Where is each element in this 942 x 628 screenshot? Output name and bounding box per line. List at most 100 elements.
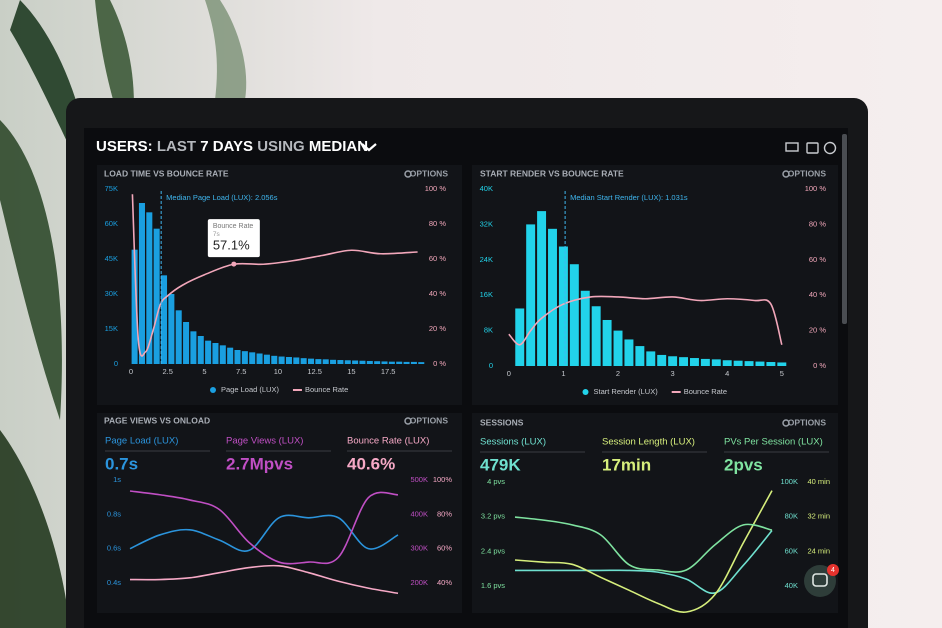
y2-tick-label: 60 %	[809, 255, 826, 264]
y-tick-label: 75K	[105, 184, 118, 193]
y-tick-label: 0.6s	[107, 544, 121, 553]
bar	[322, 359, 329, 364]
bar	[526, 224, 536, 366]
x-tick-label: 2	[616, 369, 620, 378]
series-line	[514, 490, 773, 613]
bar	[190, 331, 197, 364]
bar	[668, 356, 678, 366]
bar	[679, 357, 689, 366]
bar	[219, 345, 226, 364]
y-tick-label: 30K	[105, 289, 118, 298]
y-tick-label: 0.4s	[107, 578, 121, 587]
series-line	[129, 514, 399, 552]
bar	[153, 228, 160, 364]
bar	[410, 361, 417, 364]
tooltip-point	[231, 261, 237, 267]
y2-tick-label: 200K	[410, 578, 428, 587]
panel-title: PAGE VIEWS VS ONLOAD	[104, 415, 210, 425]
bar	[205, 340, 212, 364]
y2-tick-label: 100 %	[805, 184, 827, 193]
title-part[interactable]: MEDIAN	[309, 138, 368, 155]
bar	[271, 355, 278, 364]
y2-tick-label: 60K	[785, 546, 798, 555]
y3-tick-label: 32 min	[807, 512, 830, 521]
y2-tick-label: 60 %	[429, 254, 446, 263]
options-button[interactable]: OPTIONS	[410, 415, 449, 425]
bar	[256, 353, 263, 364]
x-tick-label: 7.5	[236, 367, 246, 376]
bar	[183, 322, 190, 364]
bar	[234, 350, 241, 364]
gear-icon	[404, 170, 412, 178]
bar	[403, 361, 410, 364]
monitor-icon[interactable]	[785, 142, 799, 152]
bar	[396, 361, 403, 364]
series-line	[514, 516, 773, 573]
y2-tick-label: 40K	[785, 581, 798, 590]
bar	[766, 362, 776, 366]
x-tick-label: 2.5	[162, 367, 172, 376]
bar	[646, 351, 656, 366]
legend-label: Start Render (LUX)	[594, 387, 659, 396]
panel-title: START RENDER VS BOUNCE RATE	[480, 168, 624, 178]
x-tick-label: 1	[561, 369, 565, 378]
bar	[755, 361, 765, 366]
kpi-label: Page Load (LUX)	[105, 436, 178, 447]
bar	[249, 352, 256, 364]
gear-icon	[404, 417, 412, 425]
y-tick-label: 16K	[480, 290, 493, 299]
chat-badge-count: 4	[831, 567, 835, 574]
bar	[131, 249, 138, 364]
scrollbar[interactable]	[842, 134, 847, 324]
bar	[374, 361, 381, 364]
bar	[300, 358, 307, 364]
legend-label: Bounce Rate	[305, 385, 348, 394]
bar	[146, 212, 153, 364]
y2-tick-label: 80 %	[429, 219, 446, 228]
share-icon[interactable]	[806, 142, 819, 154]
chat-button[interactable]: 4	[804, 564, 839, 597]
bar	[722, 360, 732, 366]
kpi-label: Session Length (LUX)	[602, 437, 695, 448]
bar	[337, 360, 344, 364]
bar	[700, 358, 710, 366]
dropdown-arrow[interactable]	[361, 143, 377, 152]
y2-tick-label: 0 %	[813, 361, 826, 370]
legend-swatch	[210, 387, 216, 393]
series-line	[508, 295, 783, 346]
title-part: LAST	[157, 138, 196, 155]
y2-tick-label: 20 %	[429, 324, 446, 333]
median-label: Median Start Render (LUX): 1.031s	[570, 193, 688, 202]
panel-title: SESSIONS	[480, 417, 524, 427]
help-icon[interactable]	[823, 141, 837, 155]
x-tick-label: 0	[129, 367, 133, 376]
bar	[689, 358, 699, 366]
tooltip-subtitle: 7s	[213, 231, 221, 238]
bar	[711, 359, 721, 366]
bar	[241, 351, 248, 364]
bar	[580, 290, 590, 366]
y-tick-label: 8K	[484, 326, 493, 335]
options-button[interactable]: OPTIONS	[788, 168, 827, 178]
bar	[161, 275, 168, 364]
y2-tick-label: 500K	[410, 475, 428, 484]
y-tick-label: 60K	[105, 219, 118, 228]
bar	[344, 360, 351, 364]
kpi-value: 2.7Mpvs	[226, 454, 293, 473]
legend-label: Page Load (LUX)	[221, 385, 279, 394]
x-tick-label: 4	[725, 369, 729, 378]
bar	[624, 339, 634, 366]
y3-tick-label: 100%	[433, 475, 453, 484]
y2-tick-label: 0 %	[433, 359, 446, 368]
x-tick-label: 12.5	[307, 367, 322, 376]
options-button[interactable]: OPTIONS	[788, 417, 827, 427]
y-tick-label: 15K	[105, 324, 118, 333]
title-part: 7 DAYS	[200, 138, 253, 155]
tooltip-box	[207, 219, 260, 258]
bar	[352, 360, 359, 364]
x-tick-label: 3	[671, 369, 675, 378]
options-button[interactable]: OPTIONS	[410, 168, 449, 178]
bar	[657, 354, 667, 366]
bar	[591, 306, 601, 366]
